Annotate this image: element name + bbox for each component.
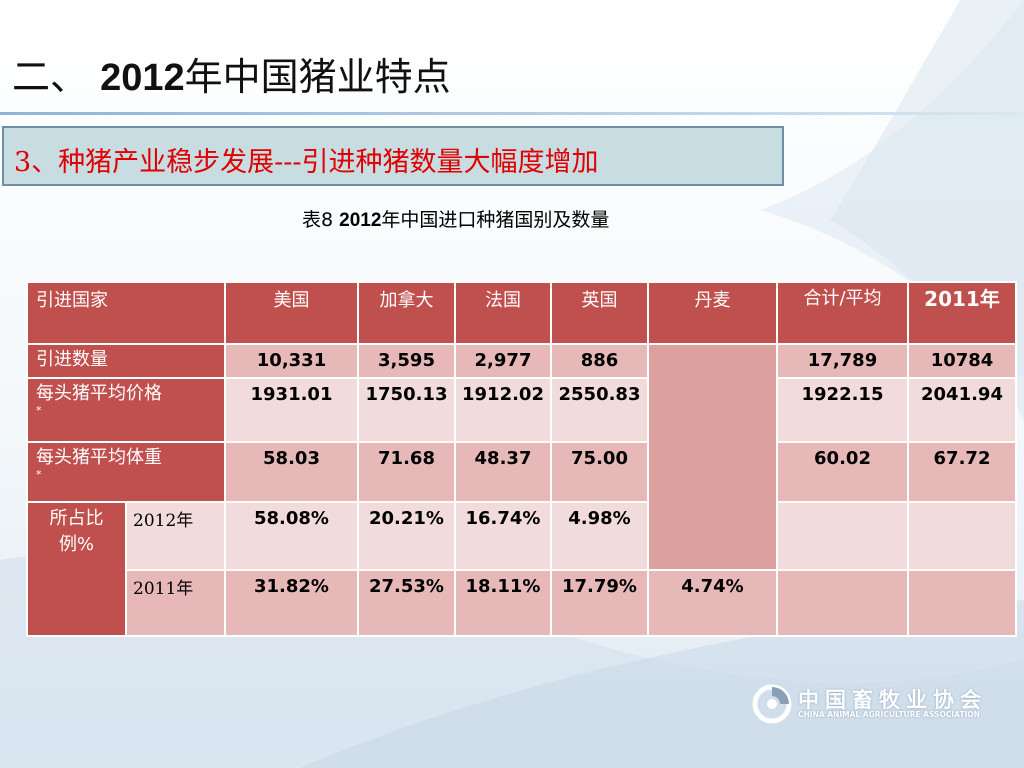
association-logo-icon: [752, 684, 792, 724]
qty-total: 17,789: [776, 343, 909, 379]
table-row: 每头猪平均体重 * 58.03 71.68 48.37 75.00 60.02 …: [26, 441, 1017, 503]
header-denmark: 丹麦: [647, 281, 778, 345]
header-total: 合计/平均: [776, 281, 909, 345]
denmark-merged-cell: [647, 343, 778, 571]
logo-name-cn: 中国畜牧业协会: [798, 688, 987, 712]
price-label-text: 每头猪平均价格: [36, 383, 162, 404]
subtitle-box: 3、种猪产业稳步发展---引进种猪数量大幅度增加: [2, 126, 784, 186]
share-2011-label: 2011年: [125, 569, 226, 637]
header-uk: 英国: [550, 281, 649, 345]
share-2012-france: 16.74%: [454, 501, 552, 571]
weight-uk: 75.00: [550, 441, 649, 503]
share-2012-canada: 20.21%: [357, 501, 456, 571]
share-2012-2011: [907, 501, 1017, 571]
header-row: 引进国家 美国 加拿大 法国 英国 丹麦 合计/平均 2011年: [26, 281, 1017, 345]
weight-total: 60.02: [776, 441, 909, 503]
weight-canada: 71.68: [357, 441, 456, 503]
row-label-price: 每头猪平均价格 *: [26, 377, 226, 443]
qty-2011: 10784: [907, 343, 1017, 379]
caption-rest: 年中国进口种猪国别及数量: [381, 209, 610, 231]
association-logo: 中国畜牧业协会 CHINA ANIMAL AGRICULTURE ASSOCIA…: [752, 684, 1002, 724]
header-usa: 美国: [224, 281, 359, 345]
weight-label-text: 每头猪平均体重: [36, 447, 162, 468]
logo-name-en: CHINA ANIMAL AGRICULTURE ASSOCIATION: [798, 710, 980, 719]
weight-2011: 67.72: [907, 441, 1017, 503]
share-2011-uk: 17.79%: [550, 569, 649, 637]
price-2011: 2041.94: [907, 377, 1017, 443]
price-usa: 1931.01: [224, 377, 359, 443]
share-2011-france: 18.11%: [454, 569, 552, 637]
table-row: 所占比例% 2012年 58.08% 20.21% 16.74% 4.98%: [26, 501, 1017, 637]
price-total: 1922.15: [776, 377, 909, 443]
qty-usa: 10,331: [224, 343, 359, 379]
share-2011-total: [776, 569, 909, 637]
slide-title: 二、 2012年中国猪业特点: [12, 46, 451, 101]
table-caption: 表8 2012年中国进口种猪国别及数量: [302, 205, 609, 232]
share-2012-total: [776, 501, 909, 571]
qty-canada: 3,595: [357, 343, 456, 379]
table-row: 引进数量 10,331 3,595 2,977 886 17,789 10784: [26, 343, 1017, 571]
share-2012-label: 2012年: [125, 501, 226, 571]
title-prefix: 二、: [12, 55, 89, 99]
table-row: 每头猪平均价格 * 1931.01 1750.13 1912.02 2550.8…: [26, 377, 1017, 443]
share-2011-usa: 31.82%: [224, 569, 359, 637]
caption-year: 2012: [339, 210, 382, 231]
row-label-weight: 每头猪平均体重 *: [26, 441, 226, 503]
title-divider: [0, 112, 1024, 115]
title-year: 2012: [100, 57, 185, 99]
price-canada: 1750.13: [357, 377, 456, 443]
subtitle-text: 3、种猪产业稳步发展---引进种猪数量大幅度增加: [14, 147, 599, 178]
header-france: 法国: [454, 281, 552, 345]
header-country: 引进国家: [26, 281, 226, 345]
price-note: *: [36, 404, 42, 417]
price-uk: 2550.83: [550, 377, 649, 443]
caption-prefix: 表8: [302, 209, 334, 231]
share-2011-2011: [907, 569, 1017, 637]
share-2012-usa: 58.08%: [224, 501, 359, 571]
price-france: 1912.02: [454, 377, 552, 443]
qty-france: 2,977: [454, 343, 552, 379]
weight-france: 48.37: [454, 441, 552, 503]
share-2012-uk: 4.98%: [550, 501, 649, 571]
header-canada: 加拿大: [357, 281, 456, 345]
table-row: 2011年 31.82% 27.53% 18.11% 17.79% 4.74%: [27, 569, 1017, 637]
share-2011-canada: 27.53%: [357, 569, 456, 637]
weight-note: *: [36, 468, 42, 481]
qty-uk: 886: [550, 343, 649, 379]
share-2011-denmark: 4.74%: [647, 569, 778, 637]
row-label-share: 所占比例%: [26, 501, 127, 637]
row-label-qty: 引进数量: [26, 343, 226, 379]
header-2011: 2011年: [907, 281, 1017, 345]
title-rest: 年中国猪业特点: [184, 55, 451, 99]
import-table: 引进国家 美国 加拿大 法国 英国 丹麦 合计/平均 2011年 引进数量 10…: [26, 281, 1017, 637]
weight-usa: 58.03: [224, 441, 359, 503]
